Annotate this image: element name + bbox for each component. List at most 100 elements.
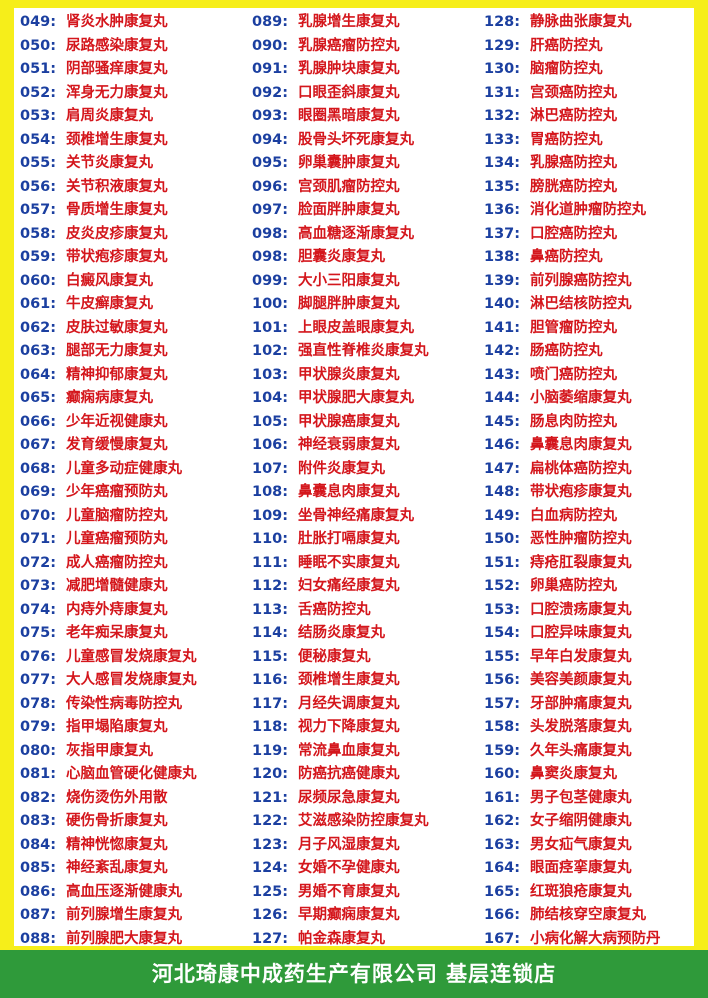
product-name: 甲状腺癌康复丸 — [298, 413, 400, 430]
list-item: 150: 恶性肿瘤防控丸 — [484, 528, 661, 552]
item-number: 124: — [252, 860, 289, 876]
list-item: 129: 肝癌防控丸 — [484, 35, 661, 59]
item-number: 079: — [20, 719, 57, 735]
product-name: 指甲塌陷康复丸 — [66, 719, 168, 735]
product-name: 胆囊炎康复丸 — [298, 249, 385, 265]
product-name: 少年癌瘤预防丸 — [66, 484, 168, 500]
item-number: 129: — [484, 37, 521, 54]
item-number: 166: — [484, 907, 521, 923]
item-number: 069: — [20, 484, 57, 500]
list-item: 056: 关节积液康复丸 — [20, 176, 197, 200]
list-item: 154: 口腔异味康复丸 — [484, 622, 661, 646]
item-number: 130: — [484, 61, 521, 77]
item-number: 082: — [20, 789, 57, 806]
list-item: 070: 儿童脑瘤防控丸 — [20, 505, 197, 529]
item-number: 086: — [20, 883, 57, 900]
list-item: 120: 防癌抗癌健康丸 — [252, 763, 429, 787]
product-name: 神经紊乱康复丸 — [66, 860, 168, 876]
item-number: 074: — [20, 601, 57, 618]
list-item: 166: 肺结核穿空康复丸 — [484, 904, 661, 928]
list-item: 073: 减肥增髓健康丸 — [20, 575, 197, 599]
product-name: 喷门癌防控丸 — [530, 366, 617, 383]
list-item: 157: 牙部肿痛康复丸 — [484, 693, 661, 717]
list-item: 093: 眼圈黑暗康复丸 — [252, 105, 429, 129]
product-name: 舌癌防控丸 — [298, 601, 371, 618]
list-item: 156: 美容美颜康复丸 — [484, 669, 661, 693]
product-name: 前列腺增生康复丸 — [66, 907, 182, 923]
item-number: 088: — [20, 930, 57, 947]
list-item: 159: 久年头痛康复丸 — [484, 740, 661, 764]
list-item: 109: 坐骨神经痛康复丸 — [252, 505, 429, 529]
item-number: 059: — [20, 249, 57, 265]
list-item: 158: 头发脱落康复丸 — [484, 716, 661, 740]
product-name: 脑瘤防控丸 — [530, 61, 603, 77]
product-name: 肚胀打嗝康复丸 — [298, 531, 400, 547]
product-name: 防癌抗癌健康丸 — [298, 766, 400, 782]
list-item: 133: 胃癌防控丸 — [484, 129, 661, 153]
product-name: 儿童多动症健康丸 — [66, 460, 182, 477]
product-name: 发育缓慢康复丸 — [66, 437, 168, 453]
item-number: 164: — [484, 860, 521, 876]
list-item: 076: 儿童感冒发烧康复丸 — [20, 646, 197, 670]
product-name: 扁桃体癌防控丸 — [530, 460, 632, 477]
product-name: 白血病防控丸 — [530, 507, 617, 524]
item-number: 139: — [484, 272, 521, 289]
item-number: 156: — [484, 672, 521, 688]
product-name: 结肠炎康复丸 — [298, 625, 385, 641]
product-name: 骨质增生康复丸 — [66, 202, 168, 218]
product-name: 早期癫痫康复丸 — [298, 907, 400, 923]
product-name: 头发脱落康复丸 — [530, 719, 632, 735]
product-name: 小病化解大病预防丹 — [530, 930, 661, 947]
product-name: 儿童癌瘤预防丸 — [66, 531, 168, 547]
item-number: 141: — [484, 319, 521, 336]
list-item: 067: 发育缓慢康复丸 — [20, 434, 197, 458]
product-name: 乳腺癌防控丸 — [530, 155, 617, 171]
list-item: 079: 指甲塌陷康复丸 — [20, 716, 197, 740]
product-name: 白癜风康复丸 — [66, 272, 153, 289]
list-item: 136: 消化道肿瘤防控丸 — [484, 199, 661, 223]
product-name: 口腔异味康复丸 — [530, 625, 632, 641]
item-number: 142: — [484, 343, 521, 359]
list-item: 074: 内痔外痔康复丸 — [20, 599, 197, 623]
item-number: 118: — [252, 719, 289, 735]
list-item: 077: 大人感冒发烧康复丸 — [20, 669, 197, 693]
item-number: 122: — [252, 813, 289, 829]
product-name: 帕金森康复丸 — [298, 930, 385, 947]
product-name: 男婚不育康复丸 — [298, 883, 400, 900]
item-number: 102: — [252, 343, 289, 359]
list-item: 054: 颈椎增生康复丸 — [20, 129, 197, 153]
list-item: 155: 早年白发康复丸 — [484, 646, 661, 670]
product-name: 红斑狼疮康复丸 — [530, 883, 632, 900]
list-item: 058: 皮炎皮疹康复丸 — [20, 223, 197, 247]
list-item: 094: 股骨头坏死康复丸 — [252, 129, 429, 153]
item-number: 058: — [20, 225, 57, 242]
item-number: 070: — [20, 507, 57, 524]
item-number: 098: — [252, 225, 289, 242]
list-item: 131: 宫颈癌防控丸 — [484, 82, 661, 106]
product-name: 肩周炎康复丸 — [66, 108, 153, 124]
product-name: 儿童脑瘤防控丸 — [66, 507, 168, 524]
product-name: 鼻囊息肉康复丸 — [530, 437, 632, 453]
list-item: 111: 睡眠不实康复丸 — [252, 552, 429, 576]
product-name: 常流鼻血康复丸 — [298, 742, 400, 759]
product-column-1: 049: 肾炎水肿康复丸 050: 尿路感染康复丸 051: 阴部骚痒康复丸 052: 浑身无… — [20, 11, 197, 951]
item-number: 137: — [484, 225, 521, 242]
item-number: 112: — [252, 578, 289, 594]
product-name: 精神抑郁康复丸 — [66, 366, 168, 383]
item-number: 125: — [252, 883, 289, 900]
list-item: 082: 烧伤烫伤外用散 — [20, 787, 197, 811]
product-name: 前列腺癌防控丸 — [530, 272, 632, 289]
list-item: 114: 结肠炎康复丸 — [252, 622, 429, 646]
list-item: 103: 甲状腺炎康复丸 — [252, 364, 429, 388]
item-number: 157: — [484, 695, 521, 712]
product-name: 肠癌防控丸 — [530, 343, 603, 359]
list-item: 145: 肠息肉防控丸 — [484, 411, 661, 435]
list-item: 069: 少年癌瘤预防丸 — [20, 481, 197, 505]
list-item: 165: 红斑狼疮康复丸 — [484, 881, 661, 905]
product-name: 癫痫病康复丸 — [66, 390, 153, 406]
product-name: 高血压逐渐健康丸 — [66, 883, 182, 900]
item-number: 144: — [484, 390, 521, 406]
product-name: 心脑血管硬化健康丸 — [66, 766, 197, 782]
list-item: 135: 膀胱癌防控丸 — [484, 176, 661, 200]
list-item: 140: 淋巴结核防控丸 — [484, 293, 661, 317]
